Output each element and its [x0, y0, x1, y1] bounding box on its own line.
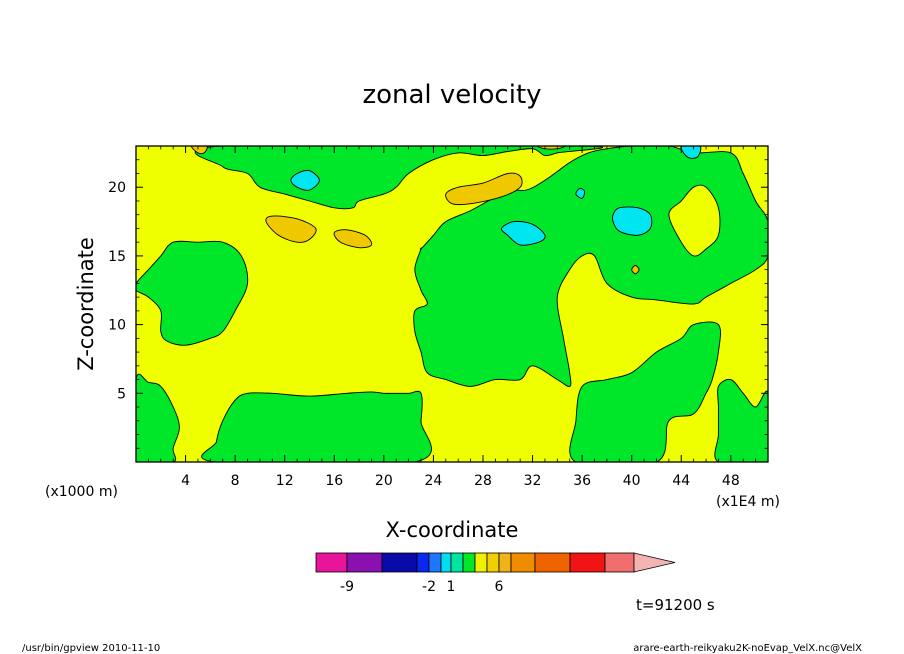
- colorbar-segment: [428, 552, 442, 573]
- y-unit-label: (x1000 m): [45, 484, 118, 500]
- colorbar-segment: [510, 552, 536, 573]
- colorbar-segment: [569, 552, 606, 573]
- y-tick-label: 15: [108, 249, 126, 265]
- contour-region-green-5: [569, 321, 721, 462]
- x-tick-label: 12: [276, 473, 294, 489]
- y-axis-label: Z-coordinate: [74, 237, 98, 371]
- contour-region-cyan-11: [575, 188, 586, 199]
- colorbar-tick-label: 6: [495, 579, 504, 595]
- x-tick-label: 8: [231, 473, 240, 489]
- colorbar-segment: [315, 552, 348, 573]
- colorbar-tick-labels: -9 -2 1 6: [340, 579, 504, 595]
- y-tick-label: 20: [108, 180, 126, 196]
- colorbar-segment: [381, 552, 418, 573]
- colorbar-tick-label: -9: [340, 579, 354, 595]
- chart-title: zonal velocity: [362, 80, 541, 110]
- plot-area: [135, 145, 769, 463]
- contour-region-orange-14: [333, 229, 373, 249]
- x-unit-label: (x1E4 m): [716, 494, 780, 510]
- contour-region-green-4: [136, 373, 180, 462]
- contour-region-green-3: [201, 390, 432, 462]
- x-tick-label: 36: [573, 473, 591, 489]
- x-tick-label: 16: [325, 473, 343, 489]
- contour-region-green-2: [136, 240, 249, 346]
- x-tick-label: 48: [722, 473, 740, 489]
- colorbar: [315, 552, 676, 573]
- contour-region-green-6: [714, 378, 768, 462]
- colorbar-segment: [604, 552, 635, 573]
- colorbar-segment: [416, 552, 430, 573]
- x-tick-label: 32: [524, 473, 542, 489]
- contour-region-cyan-10: [611, 206, 653, 236]
- colorbar-arrow: [633, 552, 676, 573]
- colorbar-segment: [534, 552, 571, 573]
- x-tick-label: 44: [672, 473, 690, 489]
- colorbar-tick-label: -2: [422, 579, 436, 595]
- contour-region-orange-18: [631, 265, 640, 275]
- colorbar-segment: [440, 552, 452, 573]
- colorbar-segment: [474, 552, 488, 573]
- footer-right: arare-earth-reikyaku2K-noEvap_VelX.nc@Ve…: [633, 643, 862, 654]
- x-tick-label: 4: [181, 473, 190, 489]
- colorbar-segment: [498, 552, 512, 573]
- footer-left: /usr/bin/gpview 2010-11-10: [22, 643, 160, 654]
- colorbar-segment: [346, 552, 383, 573]
- plot-frame: [135, 145, 769, 463]
- x-tick-label: 40: [623, 473, 641, 489]
- contour-region-orange-15: [445, 172, 523, 206]
- x-axis-label: X-coordinate: [386, 518, 519, 542]
- x-tick-label: 24: [424, 473, 442, 489]
- colorbar-tick-label: 1: [447, 579, 456, 595]
- colorbar-segment: [450, 552, 464, 573]
- x-tick-label: 20: [375, 473, 393, 489]
- contour-region-orange-13: [265, 215, 317, 243]
- contour-region-cyan-12: [680, 146, 702, 159]
- colorbar-segment: [486, 552, 500, 573]
- y-tick-label: 10: [108, 318, 126, 334]
- contour-region-orange-16: [191, 146, 208, 155]
- contour-regions: [136, 146, 768, 462]
- time-annotation: t=91200 s: [636, 596, 715, 614]
- contour-region-cyan-8: [290, 169, 320, 191]
- y-axis-ticks: 5 10 15 20: [108, 159, 768, 449]
- contour-region-green-0: [194, 146, 604, 210]
- contour-region-yellow-7: [668, 184, 721, 257]
- y-tick-label: 5: [117, 386, 126, 402]
- x-axis-ticks: 4 8 12 16 20 24 28 32 36 40 44 48: [147, 146, 757, 489]
- x-tick-label: 28: [474, 473, 492, 489]
- colorbar-segment: [462, 552, 476, 573]
- contour-region-cyan-9: [500, 220, 546, 246]
